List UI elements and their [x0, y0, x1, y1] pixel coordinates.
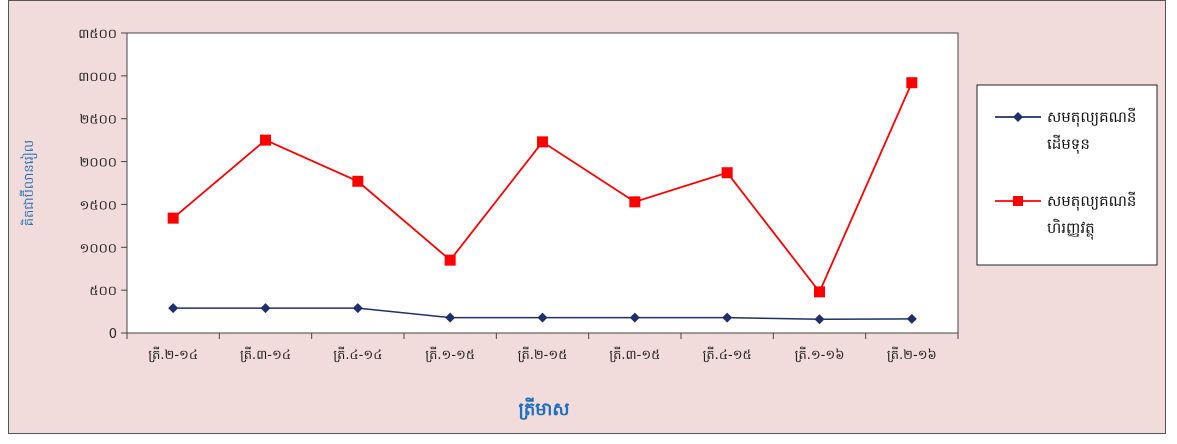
data-point-square — [814, 286, 825, 298]
x-tick-label: ត្រី.៤-១៥ — [703, 346, 752, 363]
data-point-square — [906, 77, 918, 89]
y-tick-label: ២០០០ — [80, 156, 117, 171]
data-point-diamond — [537, 312, 548, 323]
y-axis: 0 ៥០០ ១០០០ ១៥០០ ២០០០ ២៥០០ ៣០០០ ៣៥០០ — [78, 27, 127, 342]
y-tick-label: 0 — [109, 327, 117, 342]
x-tick-label: ត្រី.២-១៦ — [887, 346, 937, 363]
x-axis-title: ត្រីមាស — [518, 397, 569, 420]
data-point-square — [721, 167, 733, 179]
legend-marker-diamond — [1013, 112, 1023, 122]
y-tick-label: ១០០០ — [80, 241, 117, 256]
data-point-diamond — [629, 312, 640, 323]
data-point-square — [260, 134, 271, 146]
data-point-square — [629, 196, 641, 208]
y-tick-label: ៥០០ — [89, 284, 117, 299]
x-tick-label: ត្រី.២-១៥ — [518, 346, 568, 363]
y-tick-label: ៣០០០ — [78, 70, 117, 85]
legend-label: សមតុល្យគណនី — [1047, 107, 1136, 127]
x-tick-label: ត្រី.៤-១៤ — [333, 346, 382, 363]
data-point-diamond — [906, 313, 917, 324]
data-point-square — [537, 136, 548, 148]
x-tick-label: ត្រី.២-១៤ — [148, 346, 198, 363]
data-point-diamond — [260, 303, 271, 314]
data-point-square — [444, 254, 456, 266]
y-tick-label: ១៥០០ — [80, 198, 117, 213]
data-point-diamond — [168, 303, 179, 314]
legend-label: ដើមទុន — [1047, 134, 1090, 154]
data-point-square — [352, 175, 364, 187]
legend-label: សមតុល្យគណនី — [1047, 191, 1136, 211]
series-layer — [167, 77, 918, 325]
data-point-diamond — [722, 312, 733, 323]
legend-label: ហិរញ្ញវត្ថុ — [1047, 218, 1095, 240]
legend-box — [976, 84, 1158, 266]
data-point-square — [167, 212, 179, 224]
y-tick-label: ២៥០០ — [80, 113, 117, 128]
chart-frame: 0 ៥០០ ១០០០ ១៥០០ ២០០០ ២៥០០ ៣០០០ ៣៥០០ ត្រី.២-១៤ ត្… — [8, 0, 1166, 434]
x-tick-label: ត្រី.១-១៥ — [425, 346, 475, 363]
plot-area — [126, 32, 959, 334]
x-tick-label: ត្រី.៣-១៥ — [609, 346, 660, 363]
data-point-diamond — [352, 303, 363, 314]
y-axis-title: គិតជាប៊ីលានរៀល — [19, 140, 38, 226]
legend-marker-square — [1013, 196, 1023, 206]
x-tick-label: ត្រី.១-១៦ — [795, 346, 845, 363]
x-axis: ត្រី.២-១៤ ត្រី.៣-១៤ ត្រី.៤-១៤ ត្រី.១-១៥ ត្រី… — [126, 333, 959, 363]
data-point-diamond — [445, 312, 456, 323]
data-point-diamond — [814, 314, 825, 325]
x-tick-label: ត្រី.៣-១៤ — [240, 346, 291, 363]
y-tick-label: ៣៥០០ — [78, 27, 117, 42]
